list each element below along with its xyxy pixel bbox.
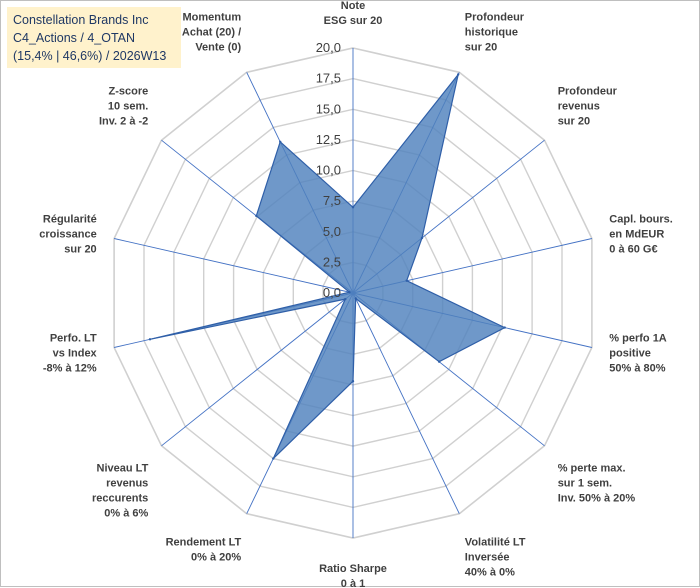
data-point	[351, 206, 355, 209]
axis-label-line: Niveau LT	[97, 463, 149, 475]
axis-label-line: Perfo. LT	[50, 332, 97, 344]
axis-label-line: Inv. 2 à -2	[99, 116, 148, 128]
data-point	[438, 360, 441, 363]
axis-label-line: Note	[341, 1, 365, 12]
axis-label: Perfo. LT vs Index -8% à 12%	[43, 332, 98, 374]
axis-label-line: Achat (20) /	[182, 26, 241, 38]
axis-label-line: Capl. bours.	[609, 214, 673, 226]
axis-label: Note ESG sur 20	[324, 1, 383, 27]
axis-label-line: Z-score	[109, 86, 149, 98]
axis-label: Rendement LT 0% à 20%	[166, 537, 242, 564]
axis-label: Volatilité LT Inversée 40% à 0%	[465, 537, 526, 579]
data-point	[405, 279, 408, 282]
data-points	[148, 73, 506, 460]
axis-label-line: -8% à 12%	[43, 362, 97, 374]
axis-label: Z-score 10 sem. Inv. 2 à -2	[99, 86, 148, 128]
axis-label-line: sur 20	[558, 116, 590, 128]
data-point	[148, 338, 152, 341]
data-point	[255, 214, 258, 218]
axis-label-line: Inv. 50% à 20%	[558, 493, 636, 505]
axis-spoke	[113, 238, 354, 294]
tick-label: 5,0	[323, 224, 341, 239]
axis-label: Niveau LT revenus reccurents 0% à 6%	[92, 463, 149, 520]
axis-label-line: positive	[609, 347, 651, 359]
axis-label-line: Volatilité LT	[465, 537, 526, 549]
axis-label-line: Inversée	[465, 552, 510, 564]
tick-label: 10,0	[316, 163, 341, 178]
axis-label-line: sur 20	[465, 41, 497, 53]
data-point	[344, 297, 347, 301]
data-point	[348, 291, 351, 294]
axis-label-line: % perte max.	[558, 463, 626, 475]
axis-label: Régularité croissance sur 20	[39, 214, 96, 256]
tick-label: 20,0	[316, 40, 341, 55]
data-point	[351, 380, 355, 383]
axis-label-line: reccurents	[92, 493, 148, 505]
axis-label-line: 0 à 60 G€	[609, 244, 657, 256]
axis-label-line: 50% à 80%	[609, 362, 665, 374]
data-point	[457, 73, 460, 76]
axis-label-line: revenus	[106, 478, 148, 490]
axis-label-line: Momentum	[183, 11, 242, 23]
data-point	[503, 326, 506, 329]
axis-label-line: Régularité	[43, 214, 97, 226]
axis-spoke	[352, 292, 460, 514]
axis-labels: Note ESG sur 20 Profondeur historique sur 20…	[39, 1, 673, 588]
axis-label: Ratio Sharpe 0 à 1	[319, 563, 387, 588]
tick-label: 2,5	[323, 254, 341, 269]
chart-title-box: Constellation Brands Inc C4_Actions / 4_…	[7, 7, 181, 68]
axis-label: Capl. bours. en MdEUR 0 à 60 G€	[609, 214, 673, 256]
tick-label: 7,5	[323, 193, 341, 208]
axis-label-line: 0% à 6%	[104, 508, 148, 520]
data-point	[354, 297, 357, 300]
axis-label-line: % perfo 1A	[609, 332, 667, 344]
axis-label-line: ESG sur 20	[324, 15, 383, 27]
axis-label: Profondeur revenus sur 20	[558, 86, 618, 128]
chart-title-line1: Constellation Brands Inc	[13, 13, 149, 27]
axis-label: % perfo 1A positive 50% à 80%	[609, 332, 667, 374]
axis-label-line: croissance	[39, 229, 96, 241]
tick-label: 17,5	[316, 71, 341, 86]
axis-label-line: Rendement LT	[166, 537, 242, 549]
data-point	[272, 457, 275, 460]
tick-label: 0,0	[323, 285, 341, 300]
axis-label: % perte max. sur 1 sem. Inv. 50% à 20%	[558, 463, 636, 505]
data-point	[420, 236, 424, 240]
axis-label-line: 0% à 20%	[191, 552, 241, 564]
axis-label-line: en MdEUR	[609, 229, 664, 241]
axis-label-line: revenus	[558, 101, 600, 113]
axis-label-line: Ratio Sharpe	[319, 563, 387, 575]
data-point	[279, 140, 282, 143]
axis-label-line: Profondeur	[465, 11, 525, 23]
axis-label-line: 10 sem.	[108, 101, 148, 113]
tick-label: 15,0	[316, 101, 341, 116]
axis-label-line: Profondeur	[558, 86, 618, 98]
axis-label-line: historique	[465, 26, 518, 38]
axis-label-line: Vente (0)	[195, 41, 241, 53]
chart-title-line2: C4_Actions / 4_OTAN	[13, 31, 136, 45]
axis-label: Profondeur historique sur 20	[465, 11, 525, 53]
axis-label: Momentum Achat (20) / Vente (0)	[182, 11, 242, 53]
axis-label-line: vs Index	[53, 347, 98, 359]
axis-spoke	[161, 292, 354, 447]
tick-label: 12,5	[316, 132, 341, 147]
chart-title-line3: (15,4% | 46,6%) / 2026W13	[13, 49, 167, 63]
tick-labels: 0,0 2,5 5,0 7,5 10,0 12,5 15,0 17,5 20,0	[316, 40, 341, 300]
axis-label-line: 40% à 0%	[465, 567, 515, 579]
axis-label-line: sur 1 sem.	[558, 478, 612, 490]
axis-label-line: sur 20	[64, 244, 96, 256]
axis-label-line: 0 à 1	[341, 578, 365, 588]
